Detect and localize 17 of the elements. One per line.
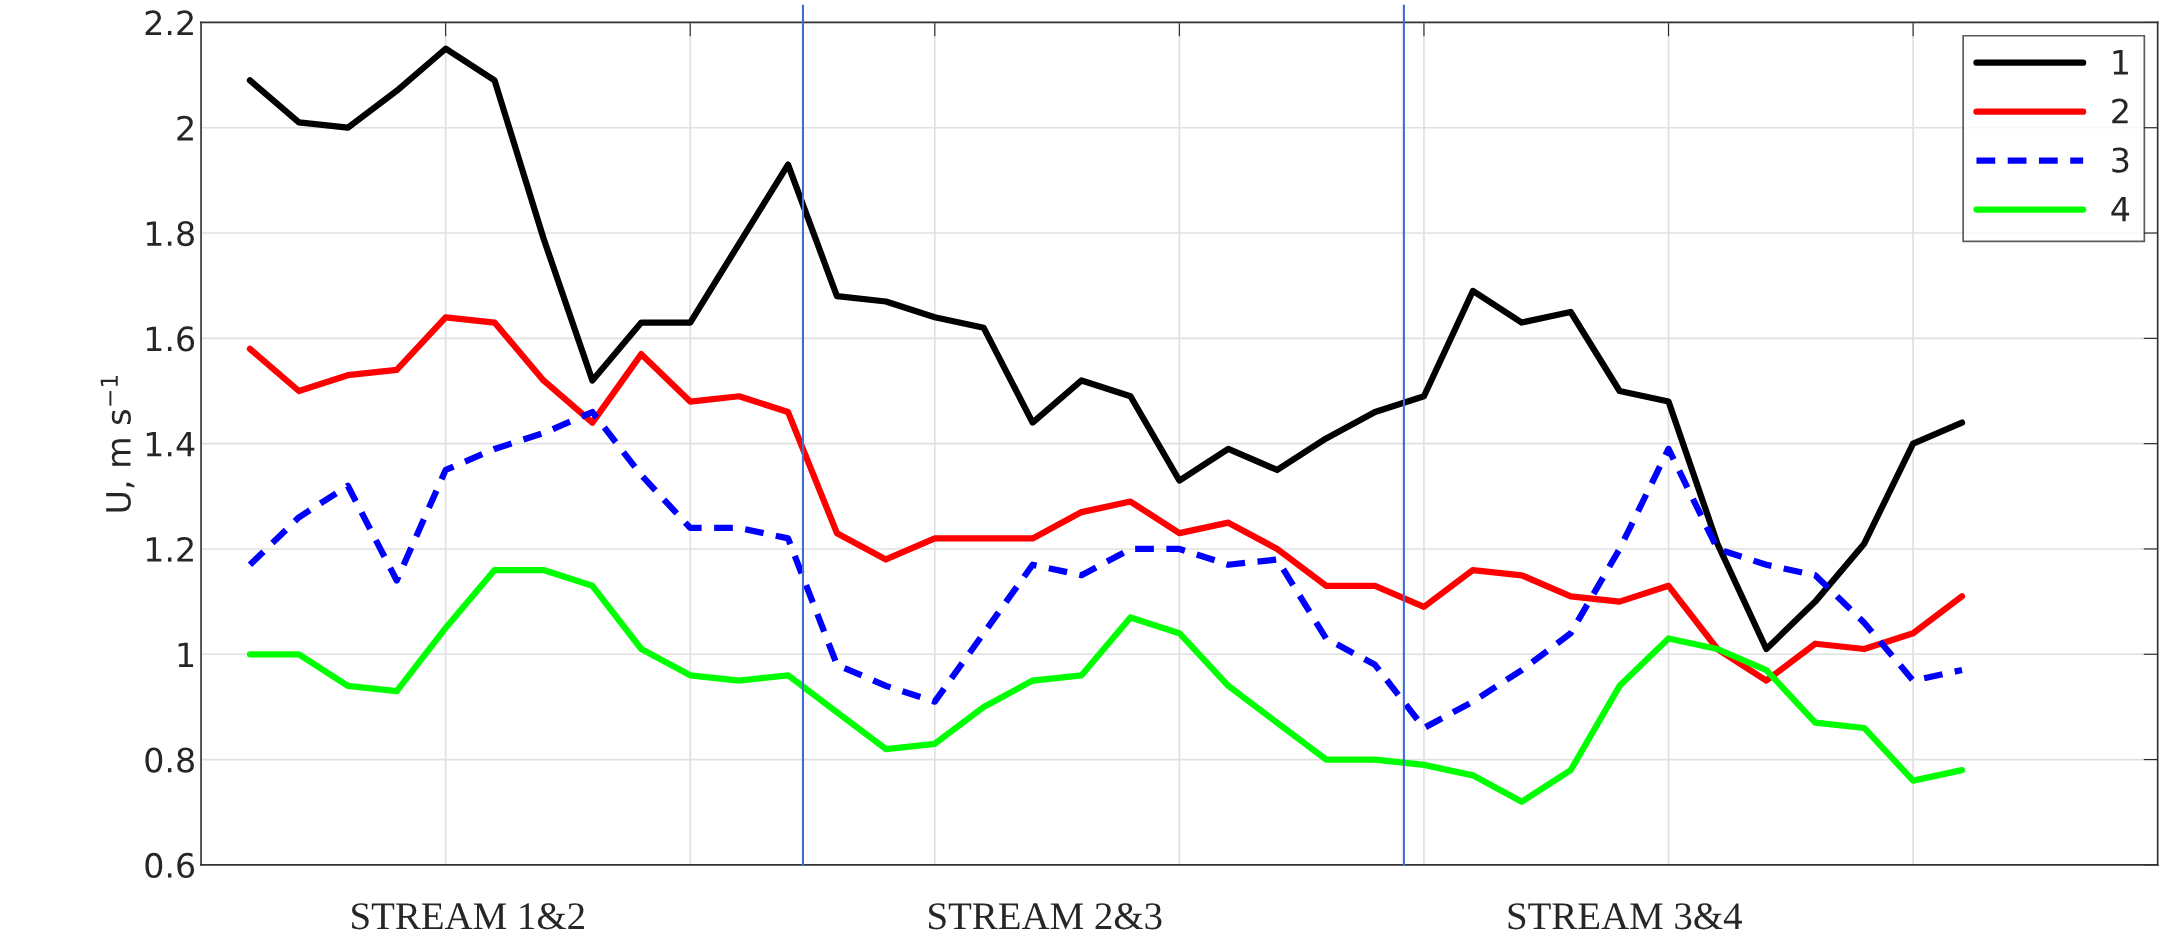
y-tick-label: 2 [177, 115, 193, 141]
legend-label: 2 [2112, 98, 2128, 124]
y-tick-label: 1.2 [146, 536, 193, 562]
legend-label: 1 [2113, 50, 2128, 75]
y-tick-label: 1.8 [146, 220, 194, 247]
legend-label: 3 [2112, 147, 2129, 173]
legend-label: 4 [2111, 196, 2130, 222]
y-tick-label: 1.4 [146, 432, 195, 457]
y-tick-label: 2.2 [145, 10, 193, 36]
y-axis-title: U, m s$^{−1}$ [100, 375, 135, 512]
text: STREAM 3&4 [1508, 903, 1742, 930]
text: STREAM 1&2 [352, 903, 584, 930]
text: STREAM 2&3 [929, 903, 1162, 930]
y-tick-label: 0.8 [145, 747, 194, 773]
y-tick-label: 1 [178, 642, 194, 667]
y-tick-label: 0.6 [145, 852, 195, 879]
y-tick-label: 1.6 [146, 326, 195, 352]
